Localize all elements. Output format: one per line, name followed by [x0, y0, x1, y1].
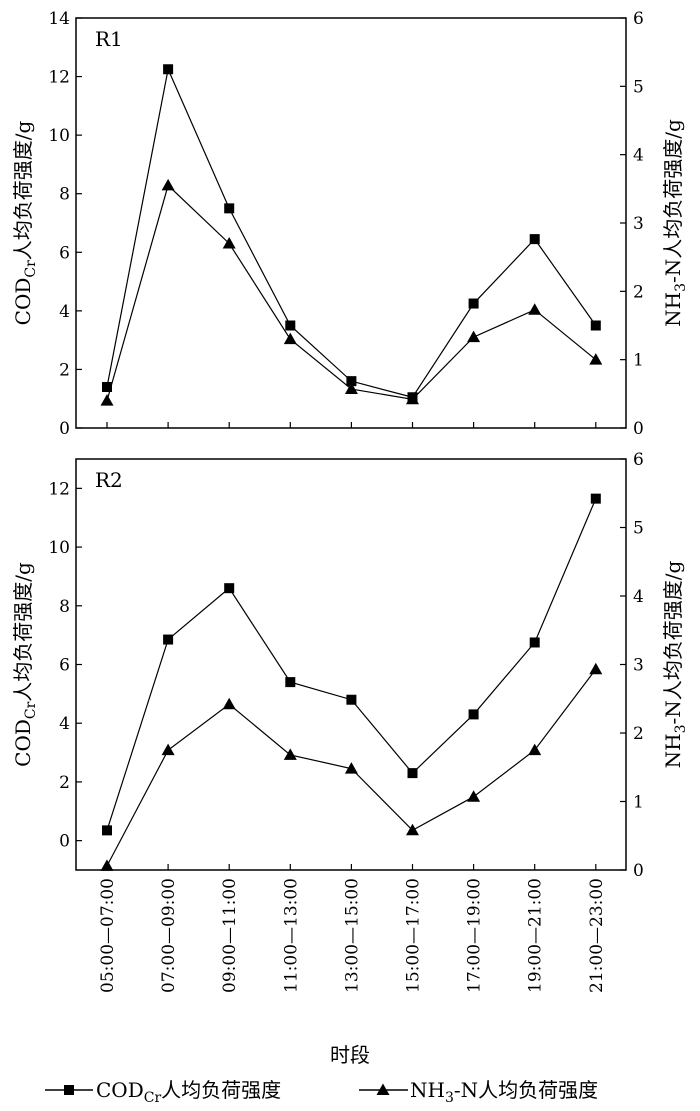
nh3n-point	[406, 823, 419, 836]
y-axis-label-left: CODCr人均负荷强度/g	[11, 120, 39, 325]
cod-point	[285, 320, 296, 331]
series-line-cod	[106, 498, 597, 831]
series-line-cod	[106, 67, 597, 398]
left-tick-label: 14	[48, 9, 70, 29]
nh3n-point	[528, 743, 542, 756]
cod-point	[224, 583, 235, 594]
chart-panel-r2: 0246810120123456R2CODCr人均负荷强度/gNH3-N人均负荷…	[11, 450, 689, 881]
cod-point	[102, 382, 112, 392]
x-tick-label: 15:00—17:00	[404, 878, 424, 993]
left-tick-label: 6	[59, 243, 70, 263]
cod-point	[590, 493, 601, 504]
nh3n-point	[467, 330, 481, 343]
legend: CODCr人均负荷强度 NH3-N人均负荷强度	[45, 1078, 598, 1106]
right-tick-label: 3	[633, 656, 644, 676]
nh3n-point	[222, 237, 236, 249]
left-tick-label: 10	[48, 126, 70, 146]
cod-point	[346, 376, 357, 387]
x-tick-label: 11:00—13:00	[281, 878, 301, 993]
right-tick-label: 4	[633, 146, 644, 166]
plot-frame	[75, 458, 627, 871]
legend-marker-cod	[64, 1085, 74, 1095]
right-tick-label: 0	[633, 419, 644, 439]
cod-point	[529, 234, 540, 245]
left-tick-label: 12	[48, 479, 70, 499]
nh3n-point	[528, 303, 542, 315]
left-tick-label: 2	[59, 360, 70, 380]
left-tick-label: 2	[59, 773, 70, 793]
cod-point	[285, 677, 296, 688]
right-tick-label: 1	[633, 351, 644, 371]
cod-point	[590, 320, 601, 331]
cod-point	[468, 298, 479, 309]
nh3n-point	[161, 743, 175, 756]
panel-label: R2	[95, 468, 123, 492]
right-tick-label: 4	[633, 587, 644, 607]
left-tick-label: 0	[59, 832, 70, 852]
x-tick-label: 09:00—11:00	[220, 878, 240, 993]
right-tick-label: 3	[633, 214, 644, 234]
left-tick-label: 4	[59, 714, 70, 734]
cod-point	[468, 709, 479, 720]
x-tick-label: 05:00—07:00	[98, 878, 118, 993]
x-tick-label: 17:00—19:00	[465, 878, 485, 993]
right-tick-label: 6	[633, 450, 644, 470]
nh3n-point	[283, 332, 297, 345]
right-tick-label: 1	[633, 793, 644, 813]
right-tick-label: 2	[633, 282, 644, 302]
cod-point	[163, 634, 174, 645]
left-tick-label: 0	[59, 419, 70, 439]
x-tick-label: 13:00—15:00	[342, 878, 362, 993]
y-axis-label-right: NH3-N人均负荷强度/g	[661, 119, 689, 327]
panel-label: R1	[95, 27, 123, 51]
right-tick-label: 6	[633, 9, 644, 29]
cod-point	[346, 694, 357, 705]
nh3n-point	[222, 697, 236, 710]
right-tick-label: 2	[633, 724, 644, 744]
x-tick-label: 21:00—23:00	[587, 878, 607, 993]
series-line-nh3n	[106, 184, 597, 401]
left-tick-label: 4	[59, 302, 70, 322]
left-tick-label: 10	[48, 538, 70, 558]
left-tick-label: 12	[48, 68, 70, 88]
legend-marker-nh3n	[376, 1083, 390, 1095]
legend-label-cod: CODCr人均负荷强度	[96, 1078, 281, 1106]
cod-point	[102, 825, 112, 836]
nh3n-point	[100, 859, 114, 871]
left-tick-label: 8	[59, 597, 70, 617]
legend-label-nh3n: NH3-N人均负荷强度	[410, 1078, 598, 1106]
nh3n-point	[344, 382, 358, 395]
nh3n-point	[100, 394, 114, 406]
nh3n-point	[161, 178, 175, 191]
left-tick-label: 6	[59, 656, 70, 676]
nh3n-point	[406, 392, 419, 405]
nh3n-point	[467, 790, 481, 802]
chart-panel-r1: 024681012140123456R1CODCr人均负荷强度/gNH3-N人均…	[11, 9, 689, 439]
cod-point	[407, 768, 418, 779]
nh3n-point	[589, 662, 603, 675]
y-axis-label-left: CODCr人均负荷强度/g	[11, 562, 39, 767]
nh3n-point	[344, 762, 358, 774]
right-tick-label: 5	[633, 77, 644, 97]
nh3n-point	[589, 353, 603, 365]
left-tick-label: 8	[59, 185, 70, 205]
x-tick-label: 19:00—21:00	[526, 878, 546, 993]
cod-point	[163, 64, 174, 75]
cod-point	[529, 637, 540, 648]
y-axis-label-right: NH3-N人均负荷强度/g	[661, 560, 689, 768]
x-tick-label: 07:00—09:00	[159, 878, 179, 993]
right-tick-label: 5	[633, 519, 644, 539]
x-axis-label: 时段	[330, 1043, 370, 1067]
right-tick-label: 0	[633, 861, 644, 881]
nh3n-point	[283, 748, 297, 760]
cod-point	[224, 203, 235, 214]
plot-frame	[75, 17, 627, 429]
